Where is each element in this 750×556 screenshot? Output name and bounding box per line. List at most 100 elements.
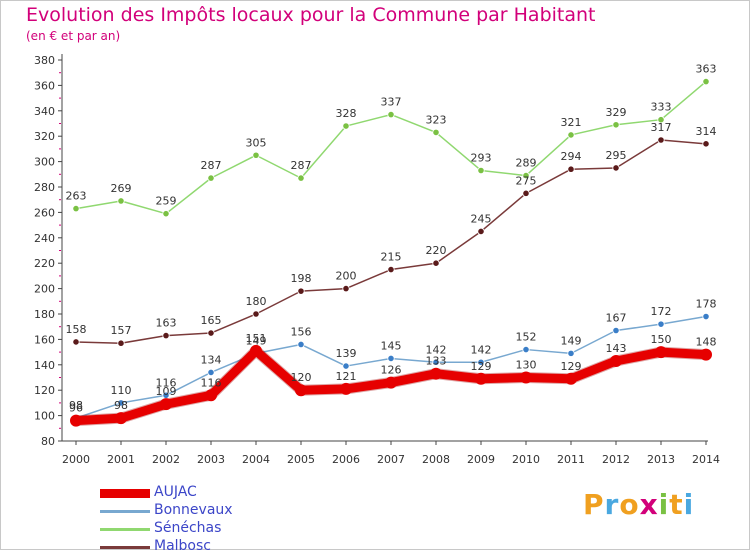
data-label: 98 xyxy=(114,399,128,412)
data-label: 143 xyxy=(606,342,627,355)
y-tick-label: 280 xyxy=(34,181,55,194)
data-point xyxy=(477,358,485,366)
y-tick-label: 220 xyxy=(34,257,55,270)
data-label: 329 xyxy=(606,106,627,119)
x-tick-label: 2006 xyxy=(332,453,360,466)
data-point xyxy=(342,284,350,293)
legend-label: Bonnevaux xyxy=(154,502,233,518)
data-point xyxy=(520,371,532,384)
data-point xyxy=(340,382,352,395)
data-point xyxy=(297,174,305,182)
data-label: 200 xyxy=(336,270,357,283)
data-label: 145 xyxy=(381,339,402,352)
data-label: 110 xyxy=(111,384,132,397)
data-point xyxy=(612,164,620,172)
data-point xyxy=(387,111,395,119)
data-point xyxy=(72,204,80,213)
data-label: 289 xyxy=(516,157,537,170)
data-label: 109 xyxy=(156,385,177,398)
y-tick-label: 380 xyxy=(34,54,55,67)
logo-letter: r xyxy=(604,488,620,521)
data-point xyxy=(522,189,530,197)
y-tick-label: 340 xyxy=(34,105,55,118)
data-label: 163 xyxy=(156,317,177,330)
data-point xyxy=(387,354,395,363)
data-point xyxy=(567,165,575,173)
data-label: 275 xyxy=(516,174,537,187)
data-label: 305 xyxy=(246,136,267,149)
data-label: 156 xyxy=(291,325,312,338)
logo-letter: o xyxy=(619,488,640,521)
data-label: 116 xyxy=(201,376,222,389)
y-tick-label: 100 xyxy=(34,410,55,423)
data-point xyxy=(612,326,620,335)
data-point xyxy=(385,376,397,389)
data-label: 98 xyxy=(69,399,83,412)
x-tick-label: 2010 xyxy=(512,453,540,466)
chart-title: Evolution des Impôts locaux pour la Comm… xyxy=(26,4,596,26)
data-label: 337 xyxy=(381,96,402,109)
y-tick-label: 80 xyxy=(41,435,55,448)
data-point xyxy=(477,166,485,175)
data-point xyxy=(612,121,620,129)
data-point xyxy=(70,414,82,427)
data-point xyxy=(567,349,575,357)
x-tick-label: 2013 xyxy=(647,453,675,466)
data-label: 180 xyxy=(246,295,267,308)
data-label: 96 xyxy=(69,402,83,415)
data-point xyxy=(475,372,487,385)
data-label: 151 xyxy=(246,332,267,345)
data-label: 321 xyxy=(561,116,582,129)
data-label: 363 xyxy=(696,63,717,76)
data-point xyxy=(207,174,215,182)
data-label: 328 xyxy=(336,107,357,120)
data-label: 157 xyxy=(111,324,132,337)
data-label: 259 xyxy=(156,195,177,208)
legend-label: Sénéchas xyxy=(154,520,222,536)
data-point xyxy=(160,398,172,411)
data-label: 215 xyxy=(381,251,402,264)
y-tick-label: 160 xyxy=(34,333,55,346)
logo-letter: P xyxy=(583,488,605,521)
data-label: 178 xyxy=(696,298,717,311)
data-label: 314 xyxy=(696,125,717,138)
logo-letter: i xyxy=(658,488,670,521)
data-point xyxy=(657,320,665,328)
data-label: 121 xyxy=(336,370,357,383)
data-point xyxy=(657,136,665,144)
legend-label: AUJAC xyxy=(154,484,197,500)
data-label: 220 xyxy=(426,244,447,257)
data-point xyxy=(700,348,712,361)
data-point xyxy=(342,362,350,370)
data-label: 317 xyxy=(651,121,672,134)
y-tick-label: 360 xyxy=(34,79,55,92)
data-label: 126 xyxy=(381,364,402,377)
logo-letter: t xyxy=(669,488,684,521)
data-point xyxy=(115,412,127,425)
data-label: 333 xyxy=(651,101,672,114)
data-point xyxy=(207,329,215,337)
y-tick-label: 180 xyxy=(34,308,55,321)
data-label: 152 xyxy=(516,331,537,344)
x-tick-label: 2012 xyxy=(602,453,630,466)
data-label: 323 xyxy=(426,113,447,126)
data-label: 287 xyxy=(201,159,222,172)
data-point xyxy=(297,340,305,349)
data-point xyxy=(162,331,170,340)
data-point xyxy=(702,140,710,148)
x-tick-label: 2007 xyxy=(377,453,405,466)
data-label: 172 xyxy=(651,305,672,318)
data-point xyxy=(387,265,395,274)
data-label: 245 xyxy=(471,212,492,225)
data-point xyxy=(565,372,577,385)
data-point xyxy=(250,344,262,357)
data-point xyxy=(432,128,440,136)
data-point xyxy=(567,131,575,139)
data-point xyxy=(432,358,440,366)
data-label: 129 xyxy=(561,360,582,373)
data-point xyxy=(610,354,622,367)
data-label: 130 xyxy=(516,359,537,372)
legend-swatch xyxy=(100,546,150,549)
y-tick-label: 120 xyxy=(34,384,55,397)
